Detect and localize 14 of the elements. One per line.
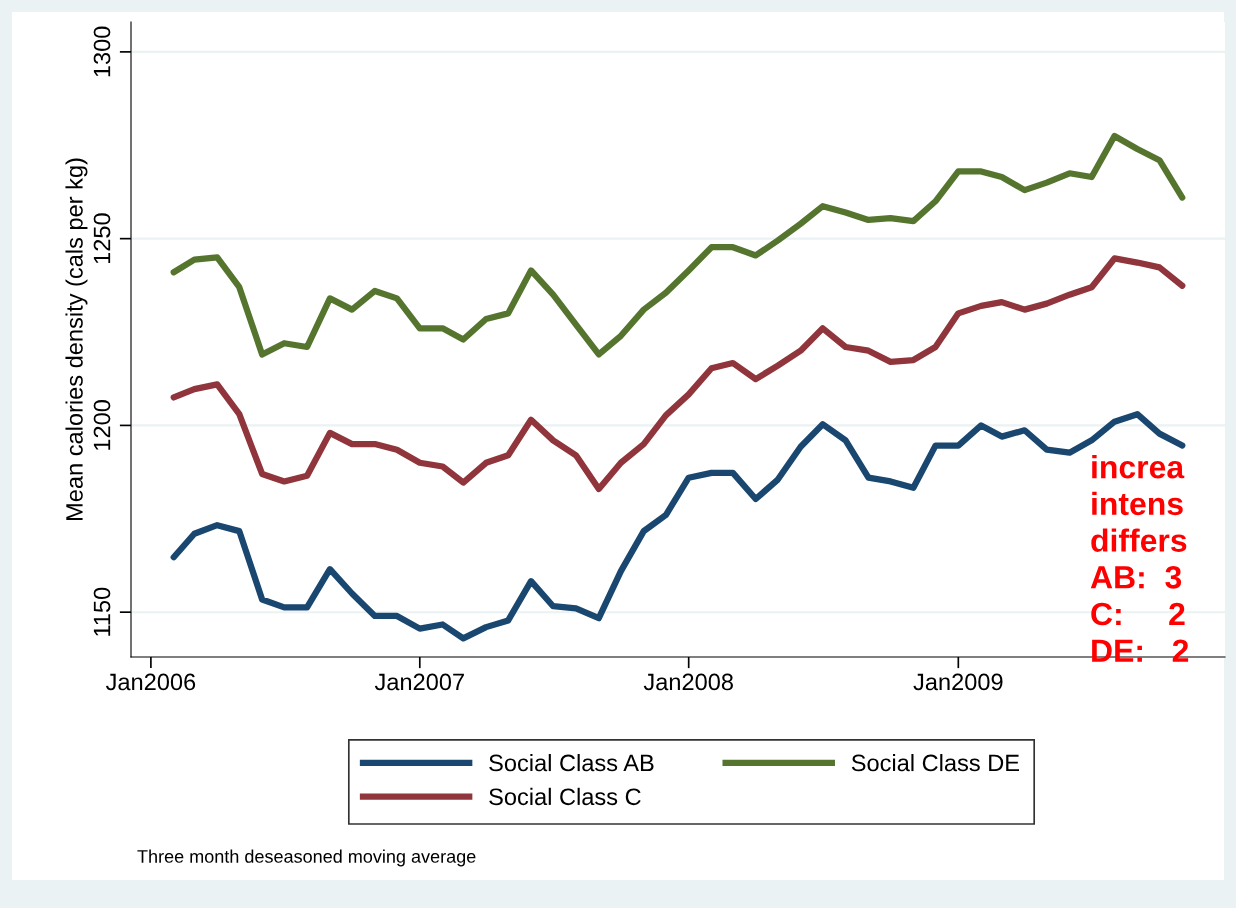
- text: Three month deseasoned moving average: [137, 849, 476, 867]
- legend-label: Social Class C: [489, 787, 641, 806]
- legend-label: Social Class DE: [851, 753, 1020, 772]
- y-tick-label: 1250: [93, 213, 111, 264]
- y-tick-label: 1200: [93, 400, 111, 450]
- x-tick-label: Jan2006: [105, 673, 196, 691]
- legend-label: Social Class AB: [489, 753, 654, 772]
- y-tick-label: 1150: [93, 587, 111, 636]
- annotation: increa intens differs AB: 3 C: 2 DE: 2: [1090, 455, 1189, 662]
- x-tick-label: Jan2009: [913, 673, 1003, 691]
- x-tick-label: Jan2008: [643, 673, 733, 691]
- y-tick-label: 1300: [93, 26, 111, 77]
- y-axis-title: Mean calories density (cals per kg): [65, 158, 88, 520]
- x-tick-label: Jan2007: [374, 673, 464, 691]
